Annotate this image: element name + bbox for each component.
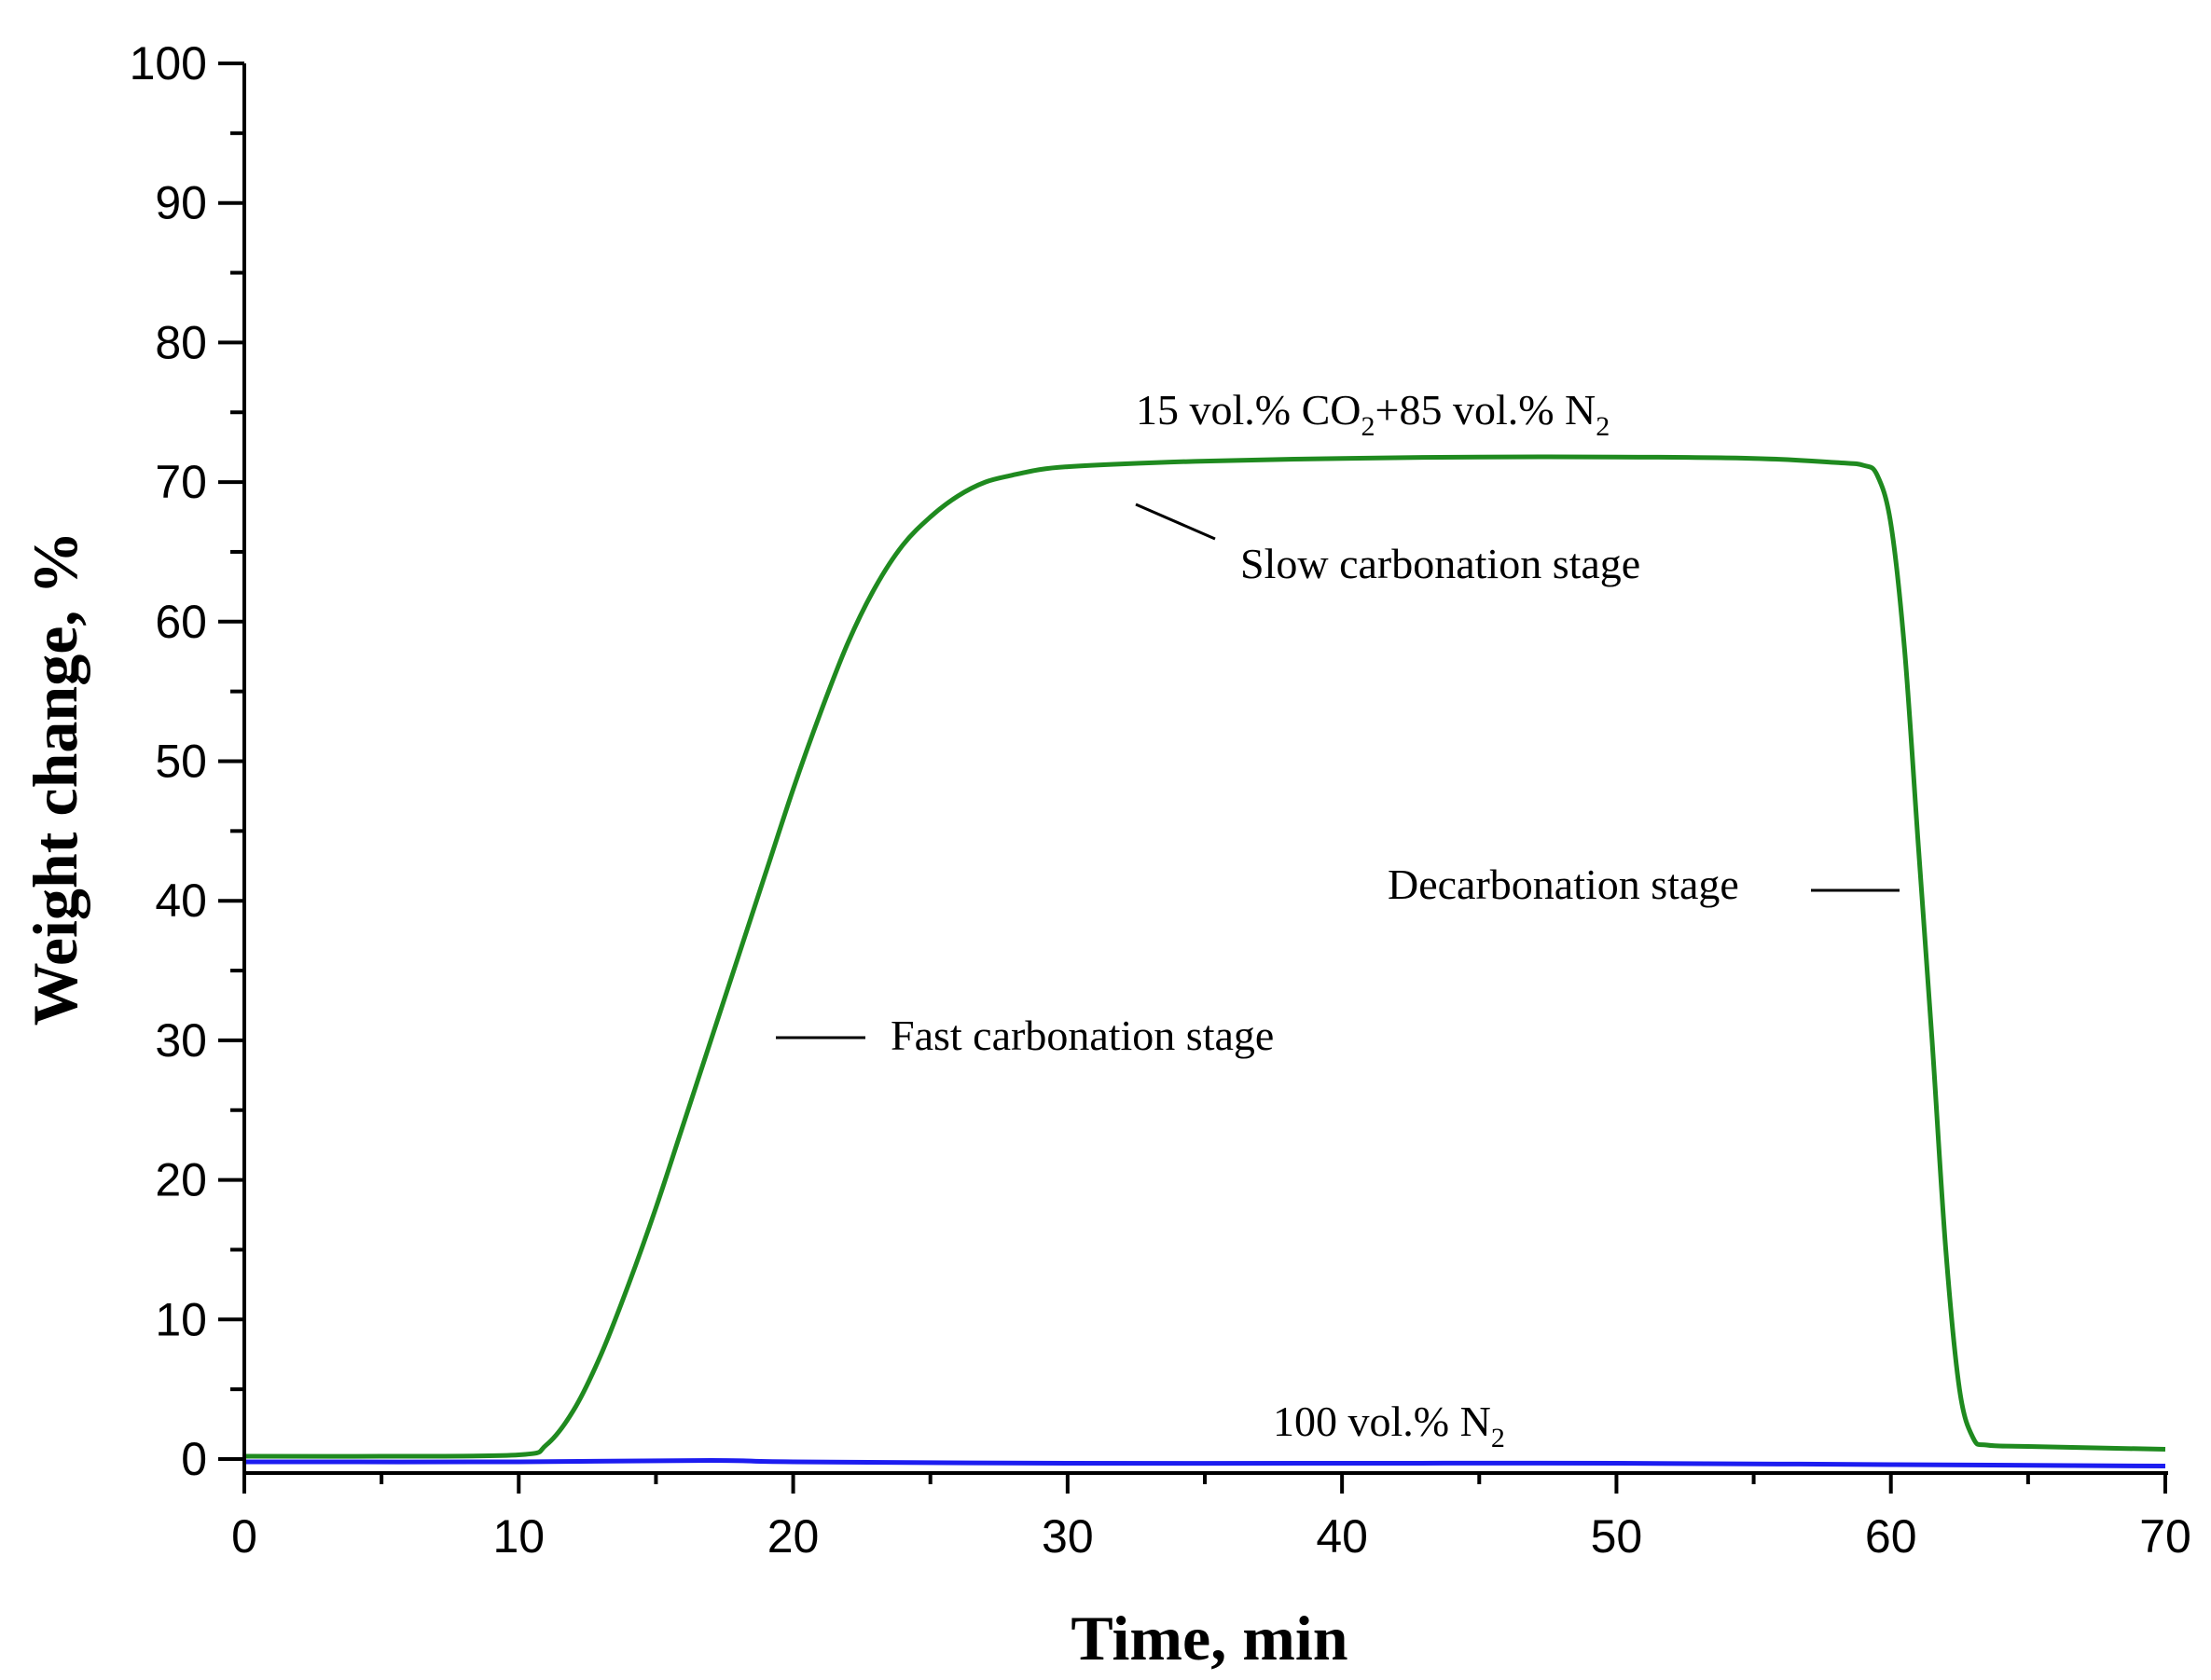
x-tick-label-70: 70 xyxy=(2139,1510,2191,1563)
x-tick-label-10: 10 xyxy=(492,1510,545,1563)
y-tick-label-80: 80 xyxy=(155,316,207,368)
series-line-n2 xyxy=(243,1458,2166,1468)
x-tick-label-40: 40 xyxy=(1316,1510,1368,1563)
y-axis-title: Weight change, % xyxy=(20,531,90,1026)
x-tick-label-50: 50 xyxy=(1591,1510,1643,1563)
ticks-layer: 0 10 20 30 40 50 60 70 80 90 100 0 10 20 30 40 50 60 70 xyxy=(130,37,2191,1563)
y-tick-label-30: 30 xyxy=(155,1014,207,1067)
y-tick-label-100: 100 xyxy=(130,37,207,90)
y-tick-label-70: 70 xyxy=(155,456,207,508)
x-tick-label-60: 60 xyxy=(1865,1510,1917,1563)
annotation-fast: Fast carbonation stage xyxy=(891,1012,1274,1059)
y-tick-label-90: 90 xyxy=(155,177,207,229)
annotation-n2-label: 100 vol.% N2 xyxy=(1273,1398,1505,1453)
x-tick-label-30: 30 xyxy=(1042,1510,1094,1563)
x-tick-label-0: 0 xyxy=(231,1510,257,1563)
x-axis-title: Time, min xyxy=(1071,1603,1347,1673)
annotation-co2-label: 15 vol.% CO2+85 vol.% N2 xyxy=(1136,386,1610,442)
y-tick-label-10: 10 xyxy=(155,1293,207,1345)
y-tick-label-40: 40 xyxy=(155,874,207,927)
series-layer xyxy=(243,454,2166,1468)
x-tick-label-20: 20 xyxy=(767,1510,820,1563)
y-tick-label-20: 20 xyxy=(155,1154,207,1206)
y-tick-label-50: 50 xyxy=(155,736,207,788)
series-line-co2-n2 xyxy=(243,454,2166,1459)
annotation-decarb: Decarbonation stage xyxy=(1388,861,1739,908)
y-tick-label-60: 60 xyxy=(155,596,207,648)
annotation-slow: Slow carbonation stage xyxy=(1240,540,1640,587)
annotation-slow-leader xyxy=(1135,503,1216,541)
y-tick-label-0: 0 xyxy=(181,1433,207,1485)
